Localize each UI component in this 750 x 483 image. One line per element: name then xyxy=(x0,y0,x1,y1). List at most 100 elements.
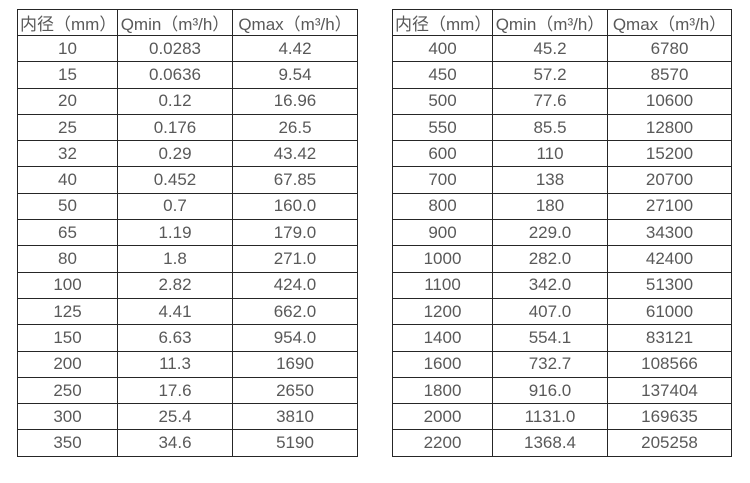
table-row: 250 17.6 2650 xyxy=(17,376,358,405)
table-cell-col-0: 100 xyxy=(17,271,118,299)
table-row: 20 0.12 16.96 xyxy=(17,87,358,115)
table-cell-col-1: 0.452 xyxy=(117,166,233,194)
table-cell-col-1: 1368.4 xyxy=(492,429,608,457)
table-row: 550 85.5 12800 xyxy=(392,113,732,142)
table-row: 1800 916.0 137404 xyxy=(392,376,732,405)
table-cell-col-2: 271.0 xyxy=(232,245,358,273)
table-cell-col-1: 25.4 xyxy=(117,403,233,431)
table-cell-col-2: 954.0 xyxy=(232,324,358,352)
table-cell-col-0: 50 xyxy=(17,192,118,221)
table-cell-col-2: 424.0 xyxy=(232,271,358,299)
table-cell-col-0: 20 xyxy=(17,87,118,115)
table-cell-col-1: 554.1 xyxy=(492,324,608,352)
table-row: 300 25.4 3810 xyxy=(17,403,358,431)
table-cell-col-1: 6.63 xyxy=(117,324,233,352)
table-cell-col-0: 300 xyxy=(17,403,118,431)
table-row: 350 34.6 5190 xyxy=(17,429,358,457)
table-cell-col-2: 43.42 xyxy=(232,140,358,168)
column-header-0: 内径（mm） xyxy=(17,9,118,36)
table-cell-col-1: 34.6 xyxy=(117,429,233,457)
table-cell-col-0: 15 xyxy=(17,61,118,89)
table-cell-col-0: 800 xyxy=(392,192,493,221)
table-cell-col-1: 1.19 xyxy=(117,219,233,247)
table-cell-col-2: 169635 xyxy=(607,403,732,431)
table-row: 600 110 15200 xyxy=(392,140,732,168)
table-row: 1400 554.1 83121 xyxy=(392,324,732,352)
table-row: 15 0.0636 9.54 xyxy=(17,61,358,89)
table-cell-col-1: 282.0 xyxy=(492,245,608,273)
table-cell-col-0: 550 xyxy=(392,113,493,142)
table-row: 100 2.82 424.0 xyxy=(17,271,358,299)
table-cell-col-1: 0.176 xyxy=(117,113,233,142)
table-row: 500 77.6 10600 xyxy=(392,87,732,115)
table-cell-col-2: 108566 xyxy=(607,350,732,378)
table-cell-col-0: 25 xyxy=(17,113,118,142)
table-cell-col-2: 61000 xyxy=(607,297,732,326)
table-cell-col-2: 205258 xyxy=(607,429,732,457)
table-cell-col-1: 342.0 xyxy=(492,271,608,299)
table-cell-col-1: 4.41 xyxy=(117,297,233,326)
table-cell-col-2: 2650 xyxy=(232,376,358,405)
table-cell-col-2: 662.0 xyxy=(232,297,358,326)
table-row: 450 57.2 8570 xyxy=(392,61,732,89)
table-cell-col-1: 407.0 xyxy=(492,297,608,326)
table-cell-col-0: 40 xyxy=(17,166,118,194)
table-row: 1200 407.0 61000 xyxy=(392,297,732,326)
table-cell-col-1: 916.0 xyxy=(492,376,608,405)
table-row: 1600 732.7 108566 xyxy=(392,350,732,378)
table-cell-col-0: 1100 xyxy=(392,271,493,299)
table-cell-col-1: 85.5 xyxy=(492,113,608,142)
table-row: 800 180 27100 xyxy=(392,192,732,221)
table-cell-col-2: 4.42 xyxy=(232,34,358,63)
table-cell-col-0: 600 xyxy=(392,140,493,168)
table-cell-col-1: 229.0 xyxy=(492,219,608,247)
table-row: 400 45.2 6780 xyxy=(392,34,732,63)
column-header-2: Qmax（m³/h） xyxy=(607,9,732,36)
table-cell-col-0: 80 xyxy=(17,245,118,273)
table-row: 1000 282.0 42400 xyxy=(392,245,732,273)
table-cell-col-2: 6780 xyxy=(607,34,732,63)
table-cell-col-2: 10600 xyxy=(607,87,732,115)
table-cell-col-0: 150 xyxy=(17,324,118,352)
table-cell-col-1: 180 xyxy=(492,192,608,221)
table-cell-col-2: 67.85 xyxy=(232,166,358,194)
flow-spec-table-large-diameters: 内径（mm） Qmin（m³/h） Qmax（m³/h） 400 45.2 6780 450… xyxy=(392,9,732,457)
table-cell-col-1: 1131.0 xyxy=(492,403,608,431)
table-cell-col-1: 0.29 xyxy=(117,140,233,168)
table-row: 2200 1368.4 205258 xyxy=(392,429,732,457)
table-cell-col-2: 42400 xyxy=(607,245,732,273)
table-row: 50 0.7 160.0 xyxy=(17,192,358,221)
table-row: 40 0.452 67.85 xyxy=(17,166,358,194)
column-header-2: Qmax（m³/h） xyxy=(232,9,358,36)
table-cell-col-2: 83121 xyxy=(607,324,732,352)
table-cell-col-0: 450 xyxy=(392,61,493,89)
flow-spec-table-small-diameters: 内径（mm） Qmin（m³/h） Qmax（m³/h） 10 0.0283 4.42 15… xyxy=(17,9,358,457)
table-cell-col-2: 34300 xyxy=(607,219,732,247)
table-cell-col-2: 3810 xyxy=(232,403,358,431)
header-row: 内径（mm） Qmin（m³/h） Qmax（m³/h） xyxy=(392,9,732,36)
table-cell-col-0: 350 xyxy=(17,429,118,457)
table-cell-col-0: 65 xyxy=(17,219,118,247)
table-cell-col-0: 1400 xyxy=(392,324,493,352)
table-cell-col-0: 2000 xyxy=(392,403,493,431)
table-cell-col-1: 77.6 xyxy=(492,87,608,115)
table-row: 25 0.176 26.5 xyxy=(17,113,358,142)
table-cell-col-2: 137404 xyxy=(607,376,732,405)
table-cell-col-0: 1600 xyxy=(392,350,493,378)
table-cell-col-2: 5190 xyxy=(232,429,358,457)
table-cell-col-2: 20700 xyxy=(607,166,732,194)
table-cell-col-0: 10 xyxy=(17,34,118,63)
table-row: 32 0.29 43.42 xyxy=(17,140,358,168)
table-cell-col-1: 0.12 xyxy=(117,87,233,115)
table-cell-col-1: 17.6 xyxy=(117,376,233,405)
table-cell-col-1: 0.0636 xyxy=(117,61,233,89)
table-cell-col-2: 15200 xyxy=(607,140,732,168)
table-cell-col-0: 900 xyxy=(392,219,493,247)
table-cell-col-1: 110 xyxy=(492,140,608,168)
table-cell-col-1: 0.0283 xyxy=(117,34,233,63)
table-cell-col-0: 125 xyxy=(17,297,118,326)
table-cell-col-2: 26.5 xyxy=(232,113,358,142)
table-cell-col-1: 11.3 xyxy=(117,350,233,378)
table-row: 10 0.0283 4.42 xyxy=(17,34,358,63)
table-cell-col-0: 2200 xyxy=(392,429,493,457)
